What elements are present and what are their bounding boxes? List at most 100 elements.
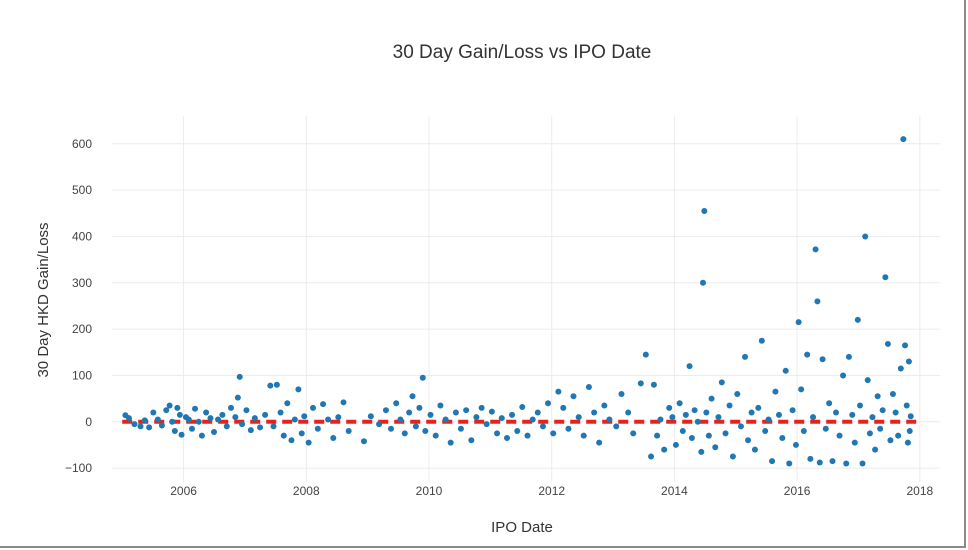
scatter-point [131,421,138,428]
scatter-point [215,416,222,423]
scatter-point [657,416,664,423]
scatter-point [836,432,843,439]
scatter-point [427,411,434,418]
scatter-point [726,402,733,409]
scatter-point [239,421,246,428]
scatter-point [257,424,264,431]
scatter-point [672,441,679,448]
scatter-point [654,432,661,439]
scatter-point [712,444,719,451]
scatter-point [262,411,269,418]
scatter-point [748,409,755,416]
y-axis-title: 30 Day HKD Gain/Loss [35,222,52,377]
scatter-point [550,430,557,437]
scatter-point [320,401,327,408]
scatter-point [703,409,710,416]
scatter-point [483,421,490,428]
scatter-point [223,423,230,430]
scatter-point [195,418,202,425]
scatter-point [782,367,789,374]
scatter-point [367,413,374,420]
x-tick-label: 2016 [784,484,811,498]
scatter-point [789,407,796,414]
scatter-point [755,404,762,411]
y-tick-label: 0 [85,415,92,429]
scatter-point [570,393,577,400]
scatter-point [874,393,881,400]
scatter-point [314,425,321,432]
scatter-point [826,400,833,407]
scatter-point [822,425,829,432]
scatter-point [291,416,298,423]
scatter-point [630,430,637,437]
scatter-point [171,428,178,435]
scatter-point [816,459,823,466]
scatter-point [298,430,305,437]
scatter-point [247,427,254,434]
scatter-point [679,428,686,435]
scatter-point [798,386,805,393]
scatter-point [437,402,444,409]
scatter-point [393,400,400,407]
scatter-point [715,414,722,421]
scatter-point [737,423,744,430]
scatter-point [432,432,439,439]
scatter-point [765,416,772,423]
scatter-point [376,421,383,428]
scatter-point [851,439,858,446]
scatter-point [601,402,608,409]
scatter-point [864,377,871,384]
scatter-point [494,430,501,437]
scatter-point [452,409,459,416]
x-tick-label: 2010 [416,484,443,498]
scatter-point [903,402,910,409]
x-tick-label: 2008 [293,484,320,498]
scatter-point [900,136,907,143]
scatter-point [854,316,861,323]
scatter-point [694,418,701,425]
scatter-point [188,425,195,432]
scatter-point [416,404,423,411]
scatter-point [125,415,132,422]
x-tick-label: 2006 [170,484,197,498]
scatter-point [447,439,454,446]
scatter-point [150,409,157,416]
scatter-point [519,403,526,410]
scatter-point [718,379,725,386]
scatter-point [146,424,153,431]
scatter-point [330,434,337,441]
scatter-point [804,351,811,358]
scatter-point [734,390,741,397]
scatter-point [185,416,192,423]
scatter-point [488,408,495,415]
scatter-point [176,411,183,418]
y-tick-label: 600 [72,137,92,151]
scatter-point [207,415,214,422]
scatter-point [397,416,404,423]
scatter-point [591,409,598,416]
scatter-point [701,207,708,214]
scatter-point [232,414,239,421]
scatter-point [807,455,814,462]
x-axis-ticks: 2006 2008 2010 2012 2014 2016 2018 [170,484,933,498]
scatter-point [524,432,531,439]
scatter-point [211,428,218,435]
scatter-point [650,381,657,388]
scatter-point [305,439,312,446]
scatter-point [419,374,426,381]
scatter-point [137,423,144,430]
scatter-point [158,422,165,429]
scatter-point [473,414,480,421]
scatter-point [892,409,899,416]
scatter-point [745,437,752,444]
scatter-point [887,437,894,444]
scatter-point [877,425,884,432]
scatter-point [907,413,914,420]
scatter-point [288,437,295,444]
scatter-point [251,415,258,422]
scatter-point [862,233,869,240]
scatter-point [648,453,655,460]
scatter-point [843,460,850,467]
y-tick-label: 300 [72,276,92,290]
scatter-point [388,425,395,432]
